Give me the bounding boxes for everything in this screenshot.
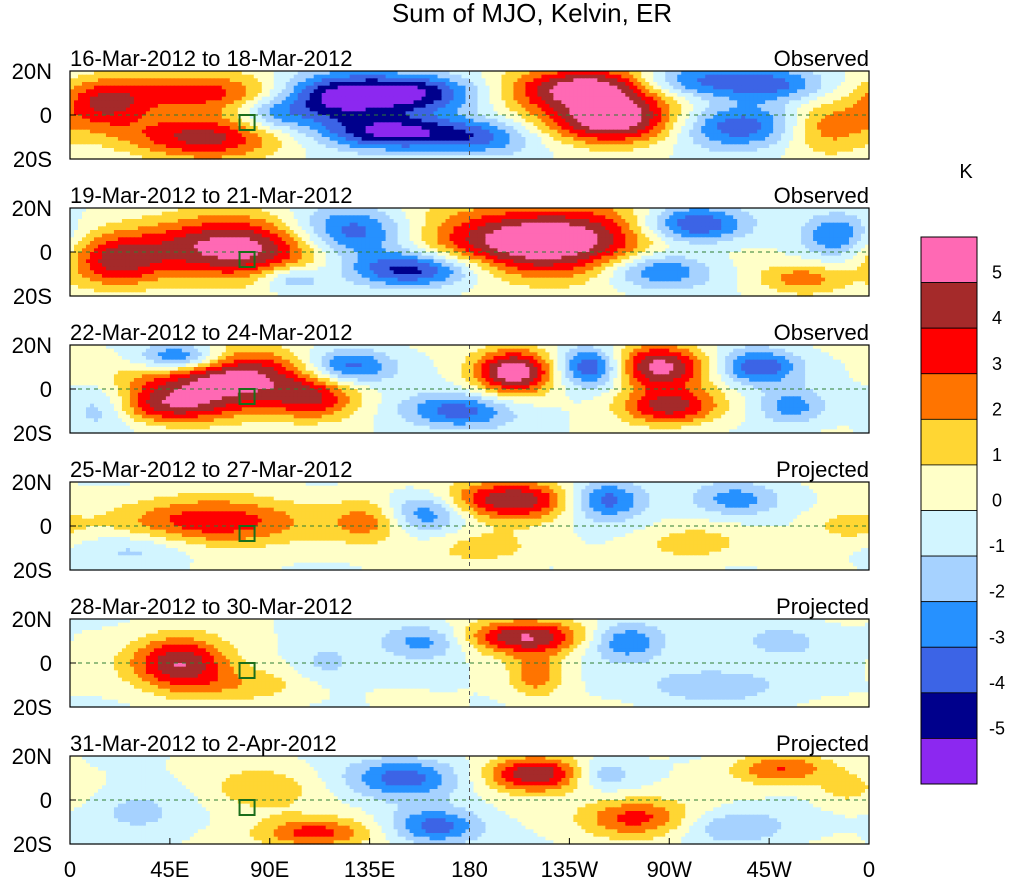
panel-date-range: 19-Mar-2012 to 21-Mar-2012 xyxy=(70,183,352,208)
y-tick-label: 0 xyxy=(40,377,52,402)
colorbar-swatch xyxy=(921,374,977,420)
panel-date-range: 31-Mar-2012 to 2-Apr-2012 xyxy=(70,731,337,756)
colorbar-swatch xyxy=(921,738,977,784)
colorbar-tick-label: 0 xyxy=(992,491,1002,511)
chart-title: Sum of MJO, Kelvin, ER xyxy=(392,0,672,28)
y-tick-label: 0 xyxy=(40,651,52,676)
y-tick-label: 20N xyxy=(12,333,52,358)
panel-date-range: 25-Mar-2012 to 27-Mar-2012 xyxy=(70,457,352,482)
colorbar-swatch xyxy=(921,556,977,602)
colorbar-tick-label: -2 xyxy=(989,582,1005,602)
x-tick-label: 45W xyxy=(747,857,792,882)
colorbar-tick-label: 3 xyxy=(992,354,1002,374)
colorbar-swatch xyxy=(921,602,977,648)
panel: 25-Mar-2012 to 27-Mar-2012 Projected 20N 0 2… xyxy=(12,457,870,583)
x-tick-label: 135E xyxy=(344,857,395,882)
colorbar-tick-label: -1 xyxy=(989,536,1005,556)
y-tick-label: 20N xyxy=(12,196,52,221)
y-tick-label: 0 xyxy=(40,103,52,128)
colorbar-swatch xyxy=(921,511,977,557)
panel-kind: Projected xyxy=(776,731,869,756)
y-tick-label: 20N xyxy=(12,744,52,769)
y-tick-label: 20S xyxy=(13,284,52,309)
y-tick-label: 20S xyxy=(13,558,52,583)
panel-date-range: 16-Mar-2012 to 18-Mar-2012 xyxy=(70,46,352,71)
colorbar-tick-label: 1 xyxy=(992,445,1002,465)
colorbar-swatch xyxy=(921,693,977,739)
x-tick-label: 135W xyxy=(541,857,599,882)
colorbar-tick-label: 2 xyxy=(992,399,1002,419)
y-tick-label: 0 xyxy=(40,514,52,539)
panel-date-range: 22-Mar-2012 to 24-Mar-2012 xyxy=(70,320,352,345)
x-tick-label: 0 xyxy=(64,857,76,882)
colorbar-swatch xyxy=(921,419,977,465)
y-tick-label: 20S xyxy=(13,695,52,720)
x-tick-label: 0 xyxy=(863,857,875,882)
colorbar-swatch xyxy=(921,647,977,693)
colorbar-tick-label: -4 xyxy=(989,673,1005,693)
x-tick-label: 90W xyxy=(647,857,692,882)
colorbar-tick-label: 5 xyxy=(992,263,1002,283)
panel-kind: Observed xyxy=(774,46,869,71)
colorbar-swatch xyxy=(921,465,977,511)
y-tick-label: 20S xyxy=(13,147,52,172)
panel: 28-Mar-2012 to 30-Mar-2012 Projected 20N 0 2… xyxy=(12,594,870,720)
panel-kind: Observed xyxy=(774,320,869,345)
panel: 16-Mar-2012 to 18-Mar-2012 Observed 20N 0 20… xyxy=(12,46,870,172)
y-tick-label: 20S xyxy=(13,421,52,446)
colorbar-swatch xyxy=(921,237,977,283)
y-tick-label: 20N xyxy=(12,607,52,632)
colorbar: K 5 4 3 2 1 0 -1 -2 -3 -4 -5 xyxy=(921,161,1005,784)
y-tick-label: 20N xyxy=(12,470,52,495)
y-tick-label: 0 xyxy=(40,240,52,265)
y-tick-label: 20N xyxy=(12,59,52,84)
panel-kind: Projected xyxy=(776,594,869,619)
panels: 16-Mar-2012 to 18-Mar-2012 Observed 20N 0 20… xyxy=(12,46,870,857)
panel: 31-Mar-2012 to 2-Apr-2012 Projected 20N 0 20… xyxy=(12,731,870,857)
panel-kind: Observed xyxy=(774,183,869,208)
colorbar-tick-label: 4 xyxy=(992,308,1002,328)
x-tick-label: 180 xyxy=(451,857,488,882)
y-tick-label: 0 xyxy=(40,788,52,813)
colorbar-tick-label: -3 xyxy=(989,627,1005,647)
colorbar-swatch xyxy=(921,328,977,374)
panel-kind: Projected xyxy=(776,457,869,482)
x-tick-label: 45E xyxy=(150,857,189,882)
colorbar-tick-label: -5 xyxy=(989,718,1005,738)
panel: 22-Mar-2012 to 24-Mar-2012 Observed 20N 0 20… xyxy=(12,320,870,446)
colorbar-unit: K xyxy=(959,161,973,183)
panel: 19-Mar-2012 to 21-Mar-2012 Observed 20N 0 20… xyxy=(12,183,870,309)
x-tick-label: 90E xyxy=(250,857,289,882)
y-tick-label: 20S xyxy=(13,832,52,857)
panel-date-range: 28-Mar-2012 to 30-Mar-2012 xyxy=(70,594,352,619)
colorbar-swatch xyxy=(921,283,977,329)
